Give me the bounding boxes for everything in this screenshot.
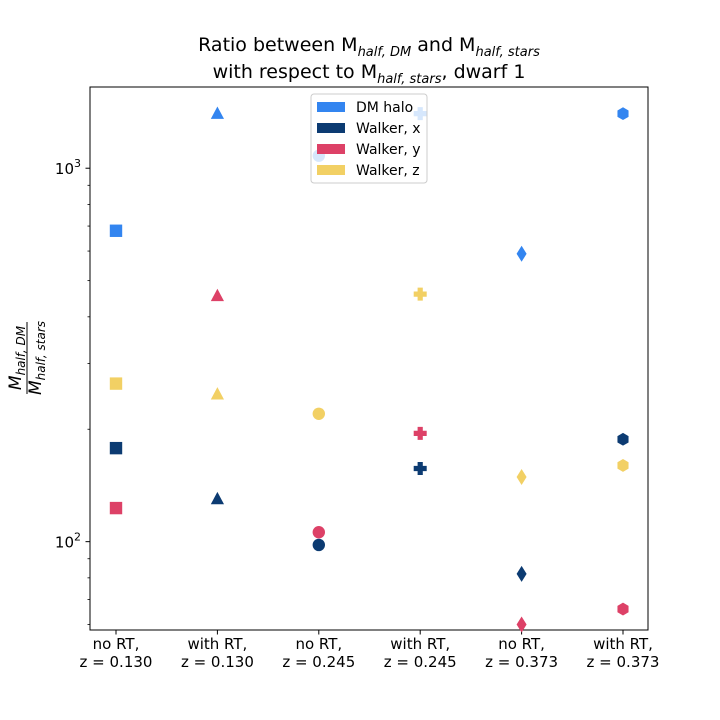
chart-title-line-2: with respect to Mhalf, stars, dwarf 1 xyxy=(213,61,526,87)
y-axis-label-numerator: Mhalf, DM xyxy=(6,325,28,390)
x-tick-label-line-2: z = 0.245 xyxy=(282,653,355,671)
legend-swatch-walker-y xyxy=(317,144,345,154)
y-axis-label-denominator: Mhalf, stars xyxy=(26,321,48,395)
data-point-walker-z xyxy=(109,377,123,390)
data-point-dm-halo xyxy=(516,245,527,262)
legend: DM halo Walker, x Walker, y Walker, z xyxy=(310,93,428,184)
legend-label-dm-halo: DM halo xyxy=(356,100,413,116)
y-tick-label: 102 xyxy=(55,531,81,552)
legend-label-walker-y: Walker, y xyxy=(356,142,421,158)
data-point-walker-z xyxy=(617,459,629,472)
x-tick-label-line-1: with RT, xyxy=(593,635,653,653)
data-point-walker-x xyxy=(312,538,325,552)
legend-label-walker-x: Walker, x xyxy=(356,121,421,137)
data-point-walker-z xyxy=(413,287,427,301)
x-tick-label-line-1: with RT, xyxy=(390,635,450,653)
x-tick-label-line-2: z = 0.245 xyxy=(384,653,457,671)
y-axis-label: Mhalf, DM Mhalf, stars xyxy=(6,321,48,395)
data-points xyxy=(109,106,629,633)
x-tick-label-line-1: no RT, xyxy=(295,635,342,653)
data-point-walker-x xyxy=(210,491,224,505)
data-point-walker-x xyxy=(109,441,123,455)
x-tick-label-line-1: no RT, xyxy=(498,635,545,653)
data-point-walker-z xyxy=(312,407,325,420)
legend-box xyxy=(310,93,428,184)
x-tick-label-line-2: z = 0.130 xyxy=(80,653,153,671)
data-point-walker-x xyxy=(516,565,527,582)
data-point-walker-z xyxy=(210,387,224,400)
x-tick-label-line-2: z = 0.373 xyxy=(587,653,660,671)
data-point-walker-y xyxy=(109,501,123,515)
data-point-walker-x xyxy=(413,461,427,475)
y-tick-label: 103 xyxy=(55,157,81,178)
legend-swatch-walker-x xyxy=(317,123,345,133)
chart-title: Ratio between Mhalf, DM and Mhalf, stars… xyxy=(198,34,540,87)
plot-frame xyxy=(89,86,649,631)
data-point-walker-y xyxy=(516,616,527,633)
data-point-walker-x xyxy=(617,432,629,446)
data-point-walker-y xyxy=(312,526,325,539)
data-point-walker-y xyxy=(413,426,427,440)
chart-title-line-1: Ratio between Mhalf, DM and Mhalf, stars xyxy=(198,34,540,60)
legend-swatch-dm-halo xyxy=(317,102,345,112)
x-tick-label-line-1: with RT, xyxy=(187,635,247,653)
legend-swatch-walker-z xyxy=(317,165,345,175)
data-point-dm-halo xyxy=(617,107,629,121)
data-point-walker-y xyxy=(210,288,224,302)
x-tick-label-line-2: z = 0.130 xyxy=(181,653,254,671)
data-point-dm-halo xyxy=(210,106,224,119)
data-point-dm-halo xyxy=(109,224,123,237)
data-point-walker-z xyxy=(516,468,527,485)
legend-label-walker-z: Walker, z xyxy=(356,163,420,179)
data-point-walker-y xyxy=(617,602,629,616)
x-tick-label-line-2: z = 0.373 xyxy=(485,653,558,671)
x-tick-label-line-1: no RT, xyxy=(93,635,140,653)
